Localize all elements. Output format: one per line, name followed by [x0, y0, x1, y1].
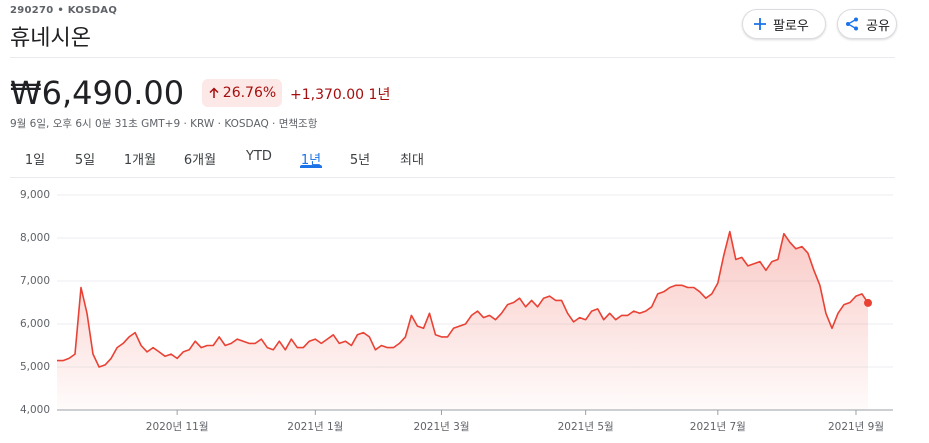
x-tick-label: 2020년 11월	[146, 421, 209, 433]
range-tab[interactable]: 6개월	[183, 153, 217, 168]
change-period: 1년	[368, 87, 391, 103]
quote-meta: 9월 6일, 오후 6시 0분 31초 GMT+9 · KRW · KOSDAQ…	[10, 118, 318, 130]
range-tab[interactable]: 5일	[74, 153, 96, 168]
up-arrow	[209, 87, 219, 98]
tab-underline	[300, 165, 322, 168]
x-tick-label: 2021년 1월	[287, 421, 343, 433]
plus-icon	[754, 18, 766, 30]
y-tick-label: 5,000	[20, 361, 50, 373]
range-tab[interactable]: 1년	[300, 153, 322, 168]
price: ₩6,490.00	[10, 74, 185, 112]
share-icon	[846, 17, 858, 31]
follow-button[interactable]: 팔로우	[742, 9, 826, 39]
range-tab[interactable]: 5년	[349, 153, 371, 168]
follow-label: 팔로우	[773, 18, 809, 34]
x-tick-label: 2021년 3월	[413, 421, 469, 433]
x-tick-label: 2021년 5월	[558, 421, 614, 433]
y-tick-label: 8,000	[20, 232, 50, 244]
share-label: 공유	[866, 18, 890, 34]
area	[57, 231, 868, 410]
change-value: +1,370.00	[290, 87, 365, 103]
divider	[10, 177, 895, 178]
x-tick-label: 2021년 7월	[690, 421, 746, 433]
line	[57, 230, 869, 368]
ticker: 290270 • KOSDAQ	[10, 5, 118, 16]
range-tab[interactable]: 최대	[400, 153, 424, 168]
y-tick-label: 7,000	[20, 275, 50, 287]
y-tick-label: 4,000	[20, 404, 50, 416]
stock-title: 휴네시온	[10, 26, 91, 51]
change-percent: 26.76%	[222, 85, 277, 101]
range-tab[interactable]: 1일	[24, 153, 46, 168]
range-tab[interactable]: YTD	[246, 149, 272, 164]
share-button[interactable]: 공유	[837, 9, 897, 39]
y-tick-label: 9,000	[20, 189, 50, 201]
x-tick-label: 2021년 9월	[828, 421, 884, 433]
range-tab[interactable]: 1개월	[123, 153, 157, 168]
divider	[10, 57, 895, 58]
change: +1,370.00 1년	[290, 84, 390, 104]
end-point	[864, 298, 872, 307]
change-percent-badge: 26.76%	[202, 79, 282, 107]
y-tick-label: 6,000	[20, 318, 50, 330]
